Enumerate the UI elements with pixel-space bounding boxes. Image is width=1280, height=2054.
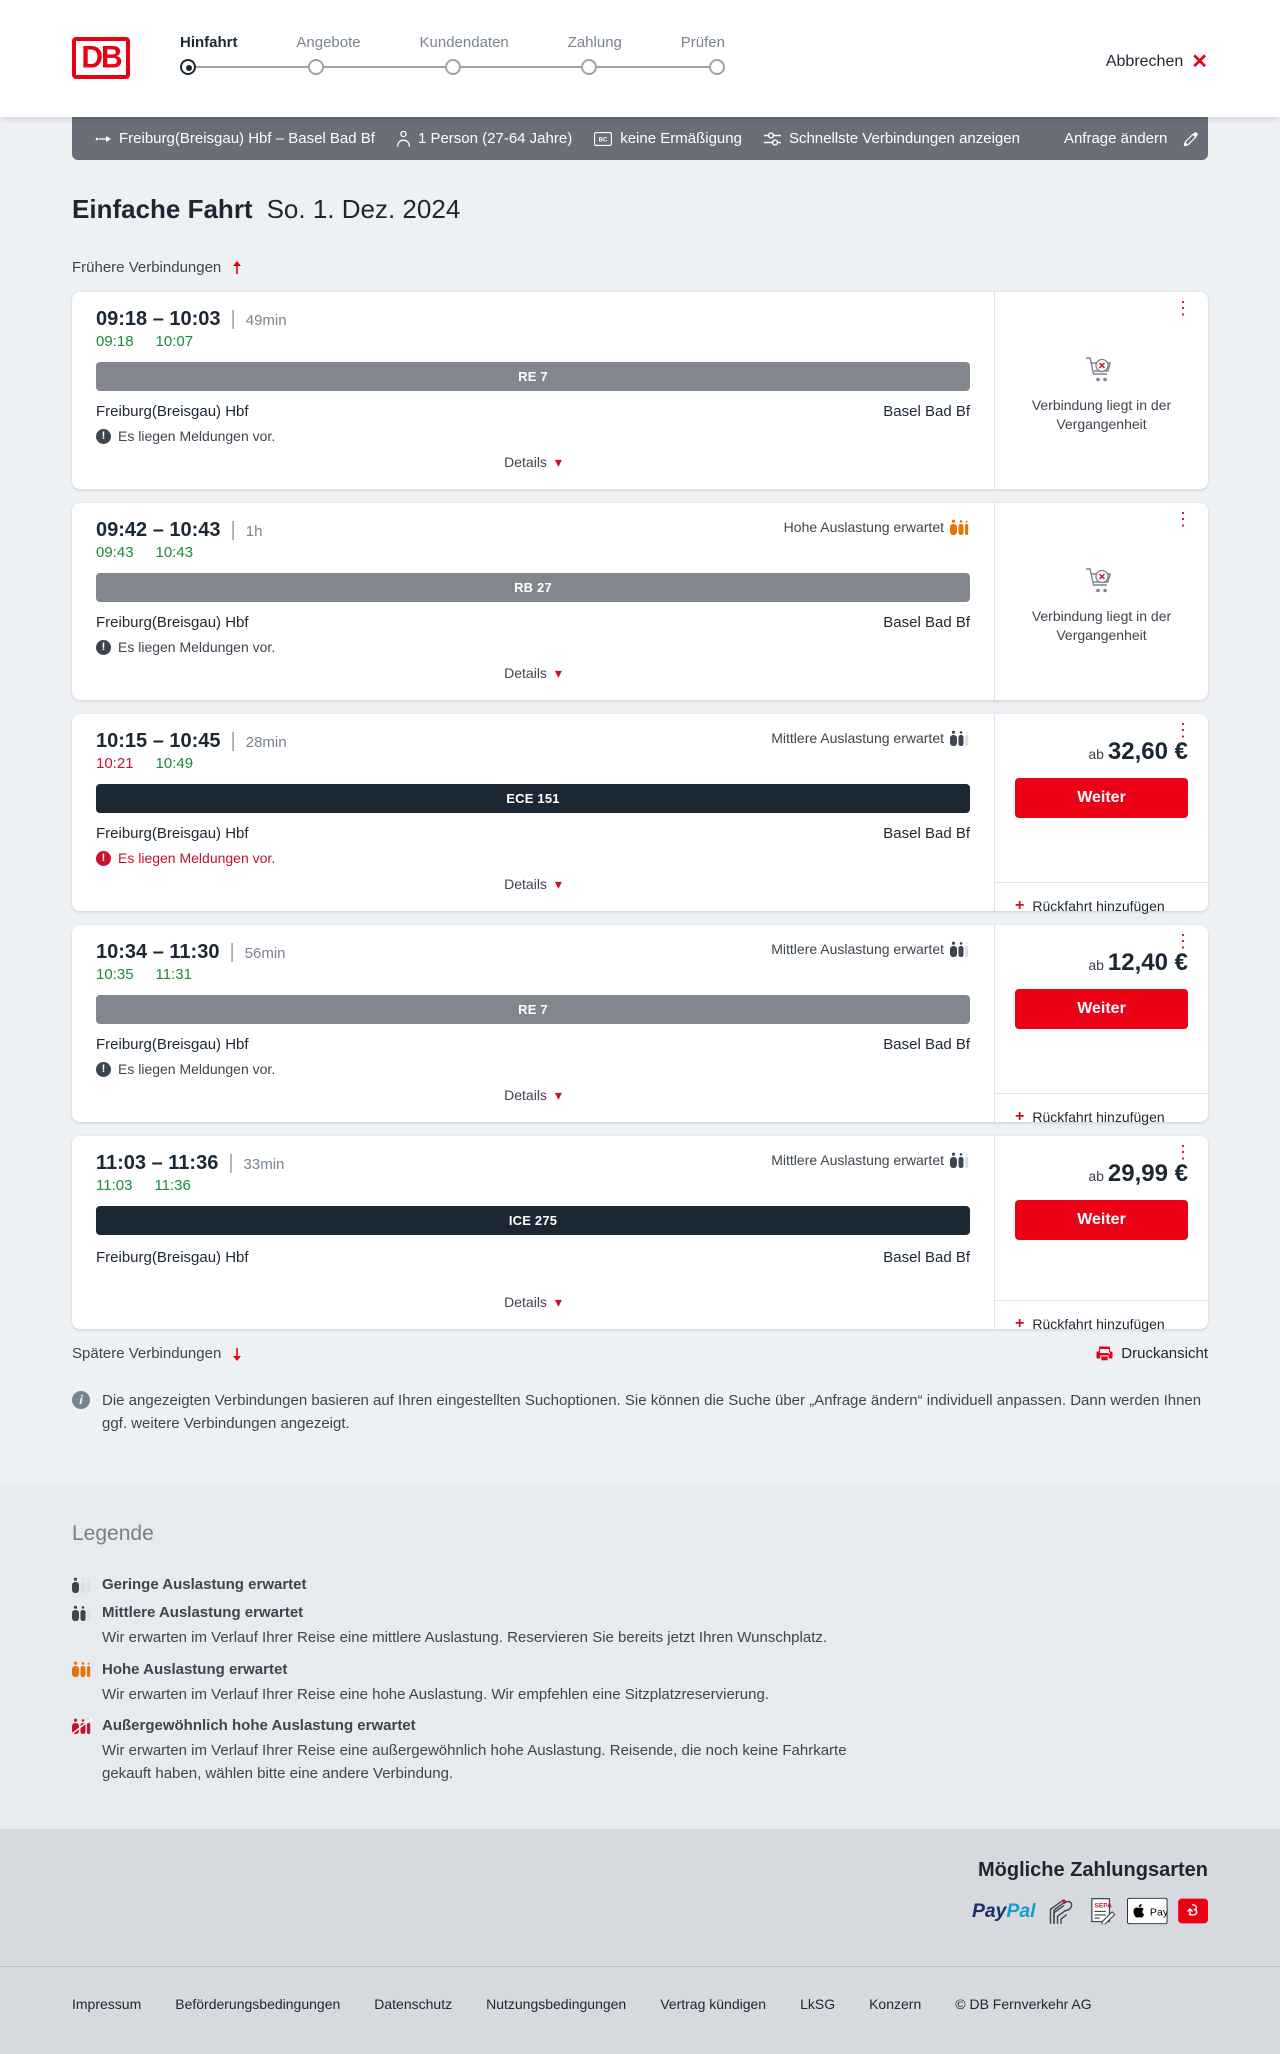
svg-text:SEPA: SEPA [1094, 1902, 1112, 1909]
svg-text:BC: BC [599, 137, 608, 143]
svg-text:Pay: Pay [1150, 1906, 1168, 1918]
